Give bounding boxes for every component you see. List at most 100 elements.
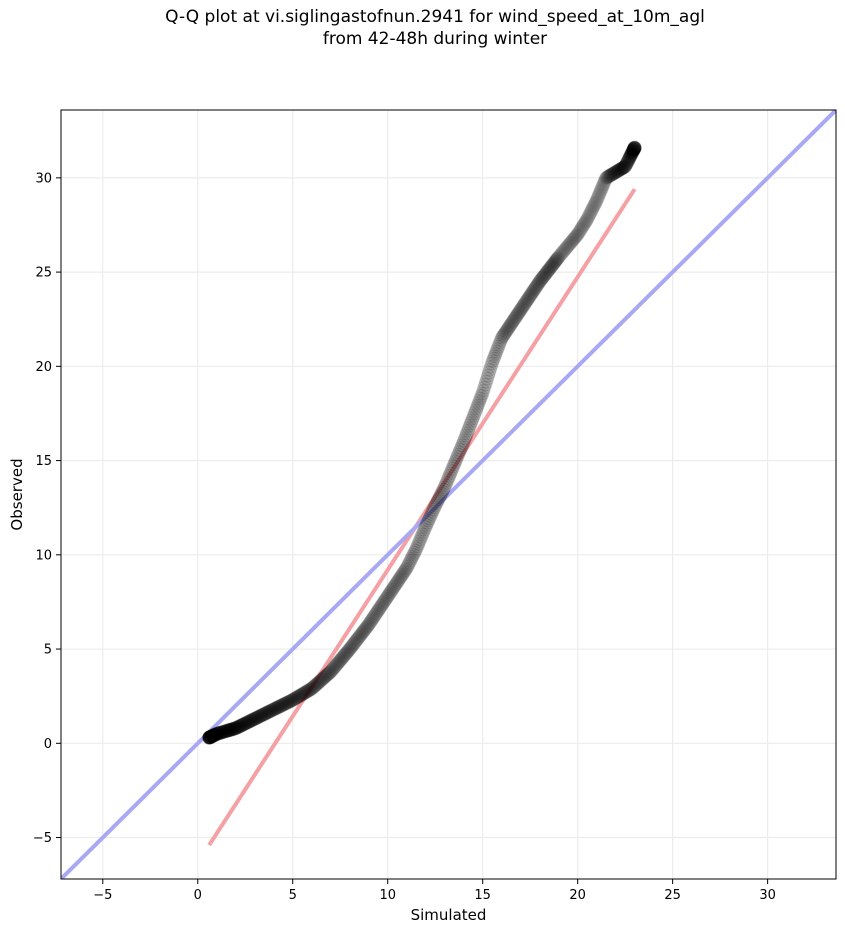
quantile-point [513,302,528,317]
quantile-point [579,213,594,228]
quantile-point [439,475,454,490]
quantile-point [512,304,527,319]
quantile-point [610,164,625,179]
quantile-point [288,691,303,706]
quantile-point [399,561,414,576]
quantile-point [480,371,495,386]
quantile-point [599,170,614,185]
quantile-point [424,507,439,522]
quantile-point [255,708,270,723]
quantile-point [545,257,560,272]
quantile-point [560,239,575,254]
quantile-point [518,295,533,310]
quantile-point [426,502,441,517]
quantile-point [552,249,567,264]
quantile-point [627,140,642,155]
quantile-point [619,157,634,172]
quantile-point [208,727,223,742]
quantile-point [302,682,317,697]
quantile-point [626,143,641,158]
quantile-point [282,694,297,709]
quantile-point [202,730,217,745]
quantile-point [262,704,277,719]
quantile-point [459,428,474,443]
quantile-point [234,718,249,733]
quantile-point [623,149,638,164]
quantile-point [627,140,642,155]
quantile-point [627,141,642,156]
quantile-point [474,388,489,403]
quantile-point [409,541,424,556]
quantile-point [469,401,484,416]
quantile-point [387,579,402,594]
quantile-point [235,717,250,732]
quantile-point [346,636,361,651]
quantile-point [445,461,460,476]
reference-lines [61,110,836,879]
quantile-point [590,192,605,207]
quantile-point [518,296,533,311]
quantile-point [265,702,280,717]
quantile-point [230,720,245,735]
quantile-point [583,206,598,221]
quantile-point [217,724,232,739]
quantile-point [320,667,335,682]
quantile-point [533,274,548,289]
quantile-point [456,436,471,451]
quantile-point [451,447,466,462]
quantile-point [554,246,569,261]
quantile-point [285,693,300,708]
quantile-point [591,188,606,203]
quantile-point [357,623,372,638]
quantile-point [499,323,514,338]
quantile-point [589,193,604,208]
quantile-point [609,164,624,179]
quantile-point [538,266,553,281]
quantile-point [541,262,556,277]
quantile-point [524,286,539,301]
quantile-point [486,351,501,366]
quantile-point [416,524,431,539]
quantile-point [389,576,404,591]
quantile-point [592,187,607,202]
quantile-point [203,730,218,745]
quantile-point [207,727,222,742]
quantile-point [622,151,637,166]
quantile-point [623,148,638,163]
quantile-point [242,714,257,729]
quantile-point [584,203,599,218]
quantile-point [484,356,499,371]
quantile-point [411,536,426,551]
quantile-point [252,709,267,724]
quantile-point [528,280,543,295]
quantile-point [514,301,529,316]
quantile-point [209,726,224,741]
quantile-point [210,726,225,741]
quantile-point [308,678,323,693]
quantile-point [435,484,450,499]
quantile-point [559,241,574,256]
quantile-point [482,365,497,380]
quantile-point [557,242,572,257]
quantile-point [621,153,636,168]
quantile-point [360,619,375,634]
quantile-point [303,682,318,697]
quantile-point [281,695,296,710]
quantile-point [568,230,583,245]
quantile-point [575,219,590,234]
quantile-point [215,725,230,740]
quantile-point [305,680,320,695]
quantile-point [294,688,309,703]
quantile-point [577,216,592,231]
quantile-point [618,158,633,173]
quantile-point [226,721,241,736]
quantile-point [202,730,217,745]
quantile-point [286,692,301,707]
quantile-point [609,164,624,179]
quantile-point [498,325,513,340]
quantile-point [356,624,371,639]
quantile-point [573,223,588,238]
quantile-point [212,726,227,741]
quantile-point [232,719,247,734]
quantile-point [204,729,219,744]
